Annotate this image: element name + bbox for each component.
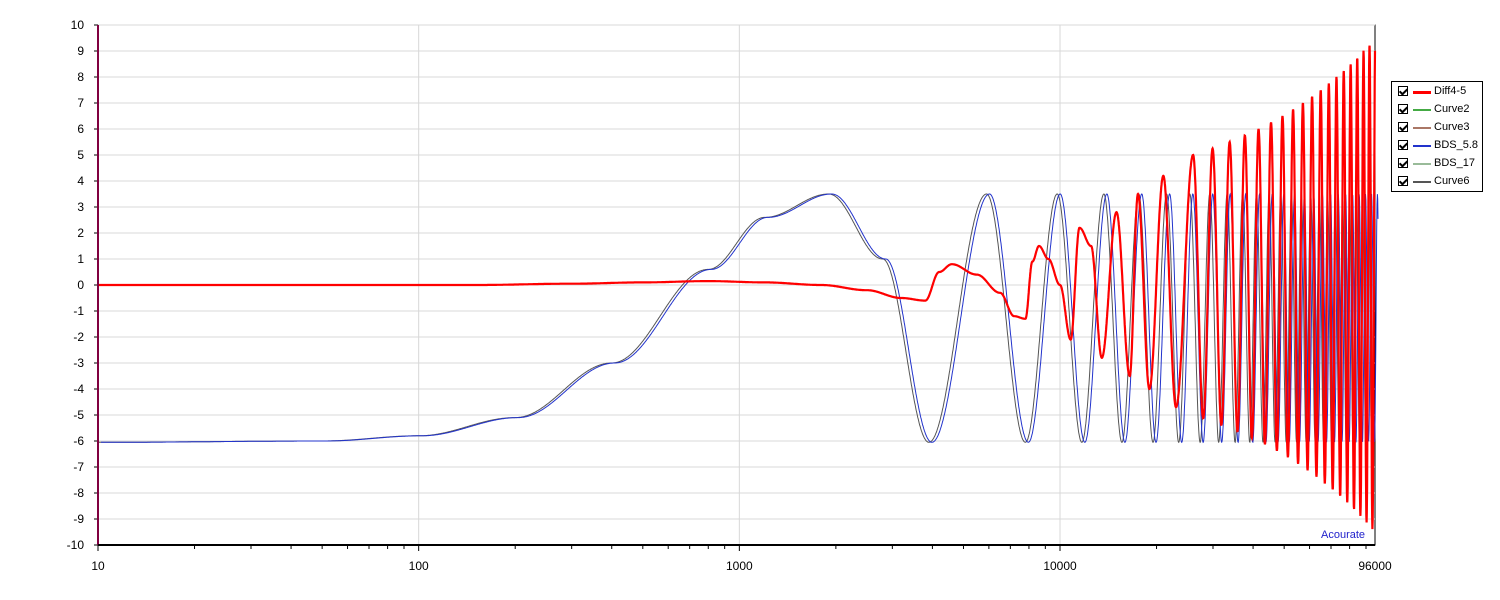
legend-checkbox[interactable]: [1398, 158, 1408, 168]
legend-item-curve2[interactable]: Curve2: [1392, 101, 1484, 119]
legend-swatch: [1413, 127, 1431, 129]
legend-swatch: [1413, 109, 1431, 111]
x-tick-label: 100: [409, 559, 429, 573]
y-tick-label: 9: [77, 44, 84, 58]
y-tick-label: 7: [77, 96, 84, 110]
y-tick-label: 3: [77, 200, 84, 214]
legend-checkbox[interactable]: [1398, 176, 1408, 186]
y-tick-label: -4: [73, 382, 84, 396]
y-tick-label: -5: [73, 408, 84, 422]
legend-checkbox[interactable]: [1398, 122, 1408, 132]
legend-swatch: [1413, 181, 1431, 183]
y-tick-label: -10: [67, 538, 85, 552]
y-tick-label: 4: [77, 174, 84, 188]
legend-checkbox[interactable]: [1398, 104, 1408, 114]
series-line-bds-5-8: [101, 192, 1379, 444]
y-tick-label: 10: [71, 18, 85, 32]
y-tick-label: 2: [77, 226, 84, 240]
series-line-diff4-5: [98, 45, 1377, 530]
watermark-label: Acourate: [1321, 529, 1366, 541]
y-tick-label: 1: [77, 252, 84, 266]
y-tick-label: -8: [73, 486, 84, 500]
legend-label: Curve6: [1434, 175, 1470, 187]
y-tick-label: 8: [77, 70, 84, 84]
y-tick-label: -9: [73, 512, 84, 526]
legend-checkbox[interactable]: [1398, 140, 1408, 150]
legend-label: BDS_5.8: [1434, 139, 1479, 151]
chart-legend: Diff4-5 Curve2 Curve3 BDS_5.8 BDS_17 Cur…: [1391, 81, 1483, 192]
y-tick-label: 0: [77, 278, 84, 292]
legend-label: Curve3: [1434, 121, 1470, 133]
y-tick-label: 6: [77, 122, 84, 136]
x-tick-label: 1000: [726, 559, 753, 573]
y-tick-label: -6: [73, 434, 84, 448]
legend-label: Curve2: [1434, 103, 1470, 115]
legend-swatch: [1413, 91, 1431, 94]
y-tick-label: -1: [73, 304, 84, 318]
y-tick-label: -2: [73, 330, 84, 344]
legend-item-curve3[interactable]: Curve3: [1392, 119, 1484, 137]
y-tick-label: -7: [73, 460, 84, 474]
x-tick-label: 96000: [1358, 559, 1392, 573]
y-tick-label: 5: [77, 148, 84, 162]
legend-checkbox[interactable]: [1398, 86, 1408, 96]
legend-swatch: [1413, 145, 1431, 147]
legend-item-bds-5-8[interactable]: BDS_5.8: [1392, 137, 1484, 155]
x-tick-label: 10: [91, 559, 105, 573]
legend-item-diff4-5[interactable]: Diff4-5: [1392, 83, 1484, 101]
series-lines: [98, 45, 1379, 530]
legend-swatch: [1413, 163, 1431, 165]
x-tick-label: 10000: [1043, 559, 1077, 573]
legend-label: BDS_17: [1434, 157, 1475, 169]
legend-item-curve6[interactable]: Curve6: [1392, 173, 1484, 191]
legend-label: Diff4-5: [1434, 85, 1467, 97]
y-tick-label: -3: [73, 356, 84, 370]
legend-item-bds-17[interactable]: BDS_17: [1392, 155, 1484, 173]
